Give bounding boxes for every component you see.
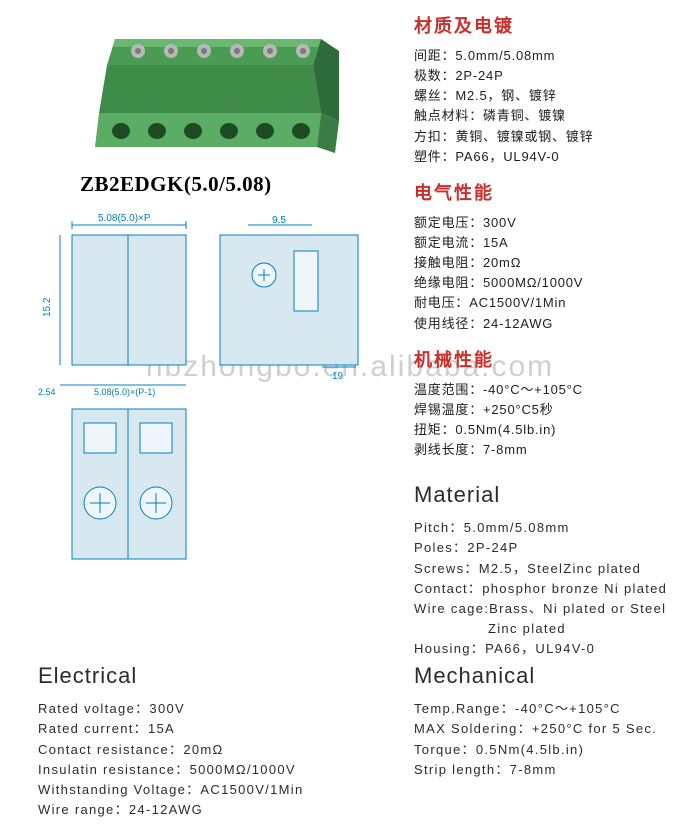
cn-electrical-3: 绝缘电阻：5000MΩ/1000V bbox=[414, 273, 672, 293]
connector-icon bbox=[73, 21, 353, 161]
bottom-row: Electrical Rated voltage：300V Rated curr… bbox=[38, 663, 672, 820]
en-material-3: Contact：phosphor bronze Ni plated bbox=[414, 579, 672, 599]
cn-material-1: 极数：2P-24P bbox=[414, 66, 672, 86]
en-mechanical-1: MAX Soldering：+250°C for 5 Sec. bbox=[414, 719, 672, 739]
en-mechanical-0: Temp.Range：-40°C～+105°C bbox=[414, 699, 672, 719]
dim-offset: 2.54 bbox=[38, 387, 56, 397]
en-electrical-2: Contact resistance：20mΩ bbox=[38, 740, 398, 760]
product-photo bbox=[68, 16, 358, 166]
model-label: ZB2EDGK(5.0/5.08) bbox=[80, 172, 398, 197]
cn-material-3: 触点材料：磷青铜、镀镍 bbox=[414, 106, 672, 126]
cn-electrical-header: 电气性能 bbox=[414, 179, 672, 205]
cn-material-0: 间距：5.0mm/5.08mm bbox=[414, 46, 672, 66]
en-material-last: Housing：PA66，UL94V-0 bbox=[414, 639, 672, 659]
dim-height: 15.2 bbox=[42, 297, 53, 317]
left-column: ZB2EDGK(5.0/5.08) 5.08(5.0)×P 9.5 bbox=[38, 8, 398, 659]
en-mechanical-header: Mechanical bbox=[414, 663, 672, 689]
cn-electrical-1: 额定电流：15A bbox=[414, 233, 672, 253]
cn-electrical-4: 耐电压：AC1500V/1Min bbox=[414, 293, 672, 313]
en-mechanical-3: Strip length：7-8mm bbox=[414, 760, 672, 780]
cn-electrical-2: 接触电阻：20mΩ bbox=[414, 253, 672, 273]
cn-material-header: 材质及电镀 bbox=[414, 12, 672, 38]
dim-pitch: 5.08(5.0)×P bbox=[98, 213, 151, 224]
cn-mechanical-header: 机械性能 bbox=[414, 346, 672, 372]
en-material-2: Screws：M2.5，SteelZinc plated bbox=[414, 559, 672, 579]
en-electrical-1: Rated current：15A bbox=[38, 719, 398, 739]
dim-depth: 19 bbox=[332, 371, 344, 382]
en-mechanical-2: Torque：0.5Nm(4.5lb.in) bbox=[414, 740, 672, 760]
en-electrical-5: Wire range：24-12AWG bbox=[38, 800, 398, 820]
top-row: ZB2EDGK(5.0/5.08) 5.08(5.0)×P 9.5 bbox=[38, 8, 672, 659]
bottom-right: Mechanical Temp.Range：-40°C～+105°C MAX S… bbox=[398, 663, 672, 820]
en-material-4: Wire cage:Brass、Ni plated or Steel bbox=[414, 599, 672, 619]
en-electrical-4: Withstanding Voltage：AC1500V/1Min bbox=[38, 780, 398, 800]
cn-material-4: 方扣：黄铜、镀镍或钢、镀锌 bbox=[414, 127, 672, 147]
en-material-0: Pitch：5.0mm/5.08mm bbox=[414, 518, 672, 538]
cn-mechanical-0: 温度范围：-40°C～+105°C bbox=[414, 380, 672, 400]
bottom-left: Electrical Rated voltage：300V Rated curr… bbox=[38, 663, 398, 820]
en-electrical-0: Rated voltage：300V bbox=[38, 699, 398, 719]
right-column: 材质及电镀 间距：5.0mm/5.08mm 极数：2P-24P 螺丝：M2.5，… bbox=[398, 8, 672, 659]
dim-bottom-pitch: 5.08(5.0)×(P-1) bbox=[94, 387, 155, 397]
en-material-1: Poles：2P-24P bbox=[414, 538, 672, 558]
dim-width: 9.5 bbox=[272, 215, 286, 226]
technical-drawing: 5.08(5.0)×P 9.5 bbox=[38, 207, 378, 587]
cn-electrical-5: 使用线径：24-12AWG bbox=[414, 314, 672, 334]
en-material-indent: Zinc plated bbox=[414, 619, 672, 639]
en-electrical-3: Insulatin resistance：5000MΩ/1000V bbox=[38, 760, 398, 780]
drawing-icon: 5.08(5.0)×P 9.5 bbox=[38, 207, 378, 587]
cn-material-5: 塑件：PA66，UL94V-0 bbox=[414, 147, 672, 167]
cn-electrical-0: 额定电压：300V bbox=[414, 213, 672, 233]
cn-material-2: 螺丝：M2.5，钢、镀锌 bbox=[414, 86, 672, 106]
cn-mechanical-3: 剥线长度：7-8mm bbox=[414, 440, 672, 460]
en-electrical-header: Electrical bbox=[38, 663, 398, 689]
en-material-header: Material bbox=[414, 482, 672, 508]
cn-mechanical-1: 焊锡温度：+250°C5秒 bbox=[414, 400, 672, 420]
page-content: ZB2EDGK(5.0/5.08) 5.08(5.0)×P 9.5 bbox=[0, 0, 700, 828]
cn-mechanical-2: 扭矩：0.5Nm(4.5lb.in) bbox=[414, 420, 672, 440]
